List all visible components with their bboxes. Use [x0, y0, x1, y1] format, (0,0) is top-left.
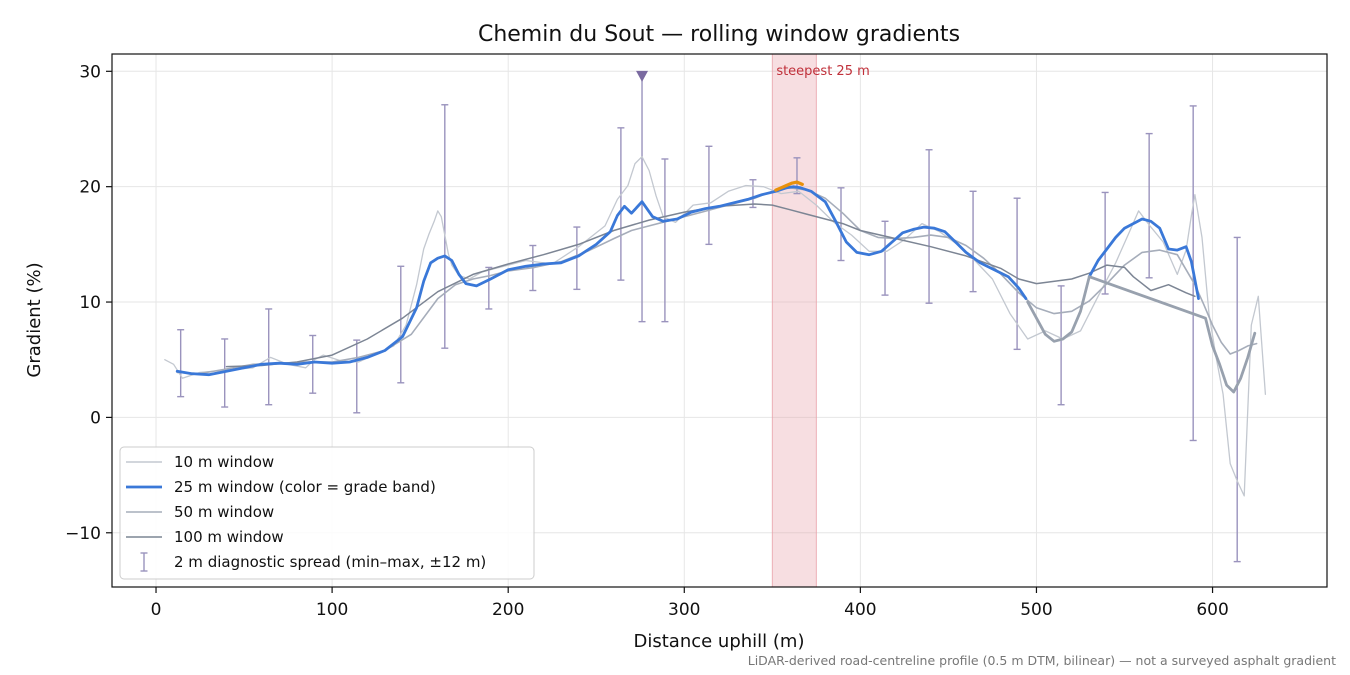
errorbar: [265, 308, 273, 406]
x-tick-label: 200: [492, 600, 524, 620]
legend-label: 100 m window: [174, 528, 284, 546]
legend-entry: 25 m window (color = grade band): [126, 478, 436, 496]
x-axis-label: Distance uphill (m): [634, 631, 805, 652]
steepest-band-layer: [771, 53, 817, 588]
chart-legend: 10 m window 25 m window (color = grade ba…: [119, 446, 535, 580]
y-tick-label: 20: [79, 178, 101, 198]
plot-frame: [111, 53, 1328, 588]
y-tick: −10: [65, 524, 112, 544]
x-tick: 300: [668, 587, 701, 620]
series-line-25-m-window: [175, 185, 1028, 377]
errorbar: [441, 104, 449, 349]
errorbar: [353, 339, 361, 414]
series-line-100-m-window: [225, 203, 1196, 368]
y-axis-ticks: −10 0 10 20 30: [65, 62, 112, 544]
legend-entry: 50 m window: [126, 503, 274, 521]
errorbar: [881, 220, 889, 296]
x-tick-label: 0: [151, 600, 162, 620]
steepest-band: [771, 53, 817, 588]
x-tick-label: 600: [1196, 600, 1228, 620]
errorbar: [1145, 132, 1153, 279]
errorbar: [397, 265, 405, 384]
legend-label: 50 m window: [174, 503, 274, 521]
x-tick-label: 100: [316, 600, 348, 620]
y-tick: 0: [90, 408, 112, 428]
errorbar: [969, 190, 977, 293]
x-tick: 200: [492, 587, 524, 620]
x-tick: 400: [844, 587, 877, 620]
legend-label: 25 m window (color = grade band): [174, 478, 436, 496]
errorbar: [617, 127, 625, 281]
y-tick: 20: [79, 178, 112, 198]
errorbar: [1233, 236, 1241, 563]
errorbar: [749, 179, 757, 209]
errorbar: [177, 329, 185, 398]
y-tick: 10: [79, 293, 112, 313]
series-line-25-m-window: [1026, 275, 1257, 394]
errorbar: [837, 187, 845, 262]
legend-entry: 2 m diagnostic spread (min–max, ±12 m): [140, 552, 486, 572]
y-tick-label: 10: [79, 293, 101, 313]
legend-frame: [119, 446, 535, 580]
errorbar: [661, 158, 669, 323]
y-axis-label: Gradient (%): [24, 262, 45, 377]
x-tick: 500: [1020, 587, 1053, 620]
errorbar: [309, 334, 317, 394]
legend-entry: 10 m window: [126, 453, 274, 471]
errorbar: [1057, 285, 1065, 406]
legend-label: 2 m diagnostic spread (min–max, ±12 m): [174, 553, 486, 571]
x-tick: 0: [151, 587, 162, 620]
chart-title: Chemin du Sout — rolling window gradient…: [478, 22, 960, 47]
series-line-25-m-window: [1087, 217, 1200, 300]
y-tick-label: 30: [79, 62, 101, 82]
x-tick: 600: [1196, 587, 1229, 620]
legend-items: 10 m window 25 m window (color = grade ba…: [126, 453, 486, 572]
y-tick-label: 0: [90, 408, 101, 428]
legend-entry: 100 m window: [126, 528, 284, 546]
x-tick-label: 300: [668, 600, 700, 620]
marker-layer: [636, 70, 649, 82]
x-tick-label: 500: [1020, 600, 1052, 620]
series-layer: [164, 156, 1267, 497]
x-tick-label: 400: [844, 600, 876, 620]
legend-label: 10 m window: [174, 453, 274, 471]
steepest-segment-label: steepest 25 m: [776, 64, 869, 79]
errorbar: [1101, 191, 1109, 295]
y-tick-label: −10: [65, 524, 101, 544]
errorbar: [573, 226, 581, 291]
errorbar: [485, 266, 493, 310]
peak-marker: [636, 70, 649, 82]
series-line-25-m-window: [774, 180, 804, 192]
y-tick: 30: [79, 62, 112, 82]
errorbar: [705, 145, 713, 246]
x-axis-ticks: 0 100 200 300 400 500 600: [151, 587, 1229, 620]
footnote: LiDAR-derived road-centreline profile (0…: [748, 653, 1336, 668]
x-tick: 100: [316, 587, 348, 620]
